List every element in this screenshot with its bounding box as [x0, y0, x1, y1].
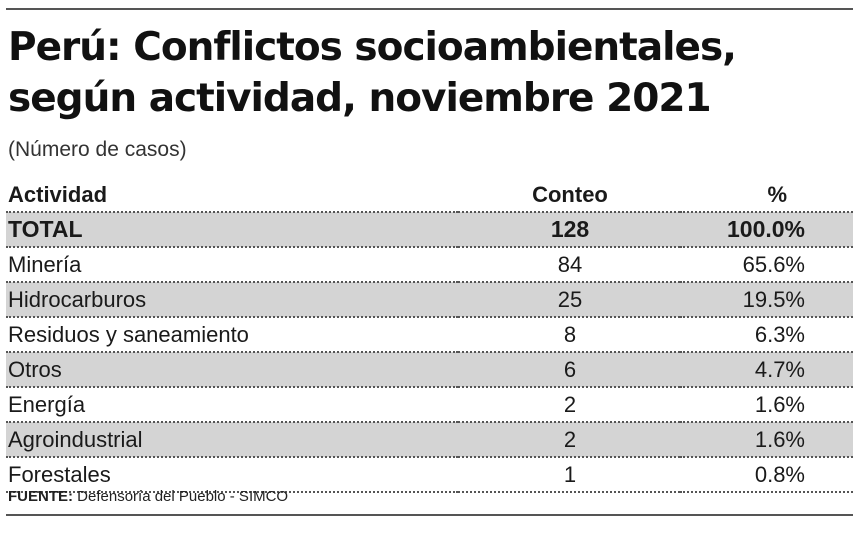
source-text: Defensoría del Pueblo - SIMCO	[77, 488, 289, 505]
row-percent: 19.5%	[680, 282, 853, 318]
row-count: 2	[458, 387, 680, 423]
row-label: Minería	[6, 247, 458, 283]
table-row: Energía 2 1.6%	[6, 387, 853, 423]
row-percent: 6.3%	[680, 317, 853, 353]
row-label: Agroindustrial	[6, 422, 458, 458]
row-percent: 4.7%	[680, 352, 853, 388]
total-count: 128	[458, 212, 680, 248]
table-row: Otros 6 4.7%	[6, 352, 853, 388]
row-count: 84	[458, 247, 680, 283]
chart-subtitle: (Número de casos)	[8, 138, 187, 161]
total-row: TOTAL 128 100.0%	[6, 212, 853, 248]
row-percent: 65.6%	[680, 247, 853, 283]
row-percent: 1.6%	[680, 422, 853, 458]
table-row: Agroindustrial 2 1.6%	[6, 422, 853, 458]
table-row: Minería 84 65.6%	[6, 247, 853, 283]
table-row: Hidrocarburos 25 19.5%	[6, 282, 853, 318]
total-percent: 100.0%	[680, 212, 853, 248]
column-header-percent: %	[680, 178, 853, 213]
row-count: 8	[458, 317, 680, 353]
header-row: Actividad Conteo %	[6, 178, 853, 213]
row-label: Forestales	[6, 457, 458, 493]
column-header-conteo: Conteo	[458, 178, 680, 213]
row-count: 2	[458, 422, 680, 458]
title-line-1: Perú: Conflictos socioambientales,	[8, 25, 737, 70]
row-percent: 0.8%	[680, 457, 853, 493]
row-count: 6	[458, 352, 680, 388]
data-table: Actividad Conteo % TOTAL 128 100.0% Mine…	[6, 178, 853, 493]
row-label: Otros	[6, 352, 458, 388]
table-row: Forestales 1 0.8%	[6, 457, 853, 493]
row-count: 25	[458, 282, 680, 318]
chart-title: Perú: Conflictos socioambientales, según…	[8, 22, 853, 124]
row-percent: 1.6%	[680, 387, 853, 423]
total-label: TOTAL	[6, 212, 458, 248]
row-label: Residuos y saneamiento	[6, 317, 458, 353]
column-header-actividad: Actividad	[6, 178, 458, 213]
source-label: FUENTE:	[8, 488, 73, 505]
table-row: Residuos y saneamiento 8 6.3%	[6, 317, 853, 353]
row-label: Hidrocarburos	[6, 282, 458, 318]
title-line-2: según actividad, noviembre 2021	[8, 76, 712, 121]
top-rule	[6, 8, 853, 10]
row-count: 1	[458, 457, 680, 493]
source-note: FUENTE: Defensoría del Pueblo - SIMCO	[8, 488, 288, 505]
row-label: Energía	[6, 387, 458, 423]
bottom-rule	[6, 514, 853, 516]
